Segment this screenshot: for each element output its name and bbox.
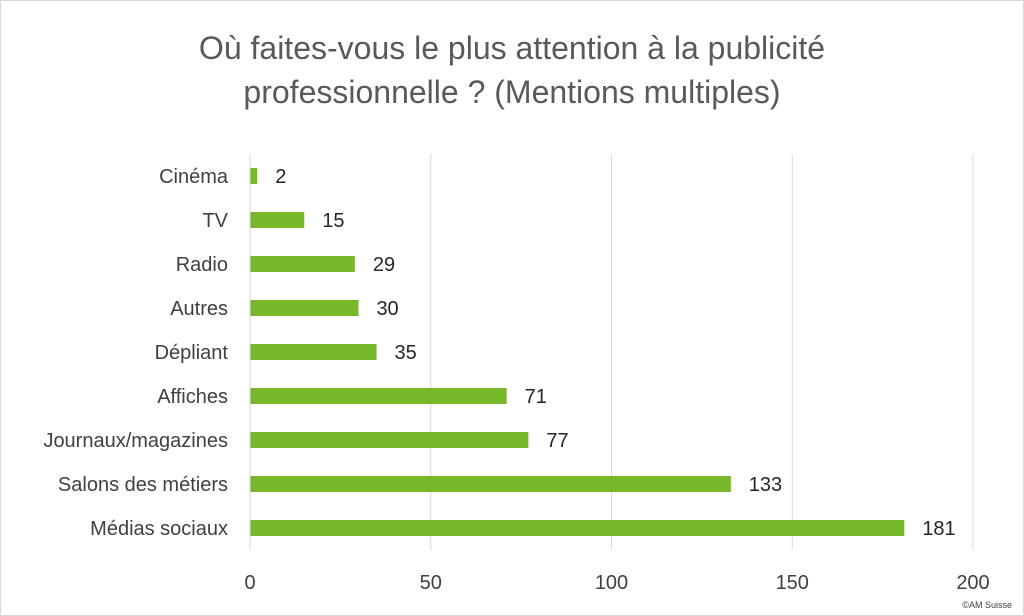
data-label: 30 <box>376 298 398 320</box>
category-label: TV <box>202 210 228 232</box>
category-label: Journaux/magazines <box>43 430 228 452</box>
data-label: 133 <box>749 474 782 496</box>
credit-text: ©AM Suisse <box>962 600 1012 610</box>
bar <box>250 168 258 184</box>
category-label: Radio <box>176 254 228 276</box>
chart-title-line-1: Où faites-vous le plus attention à la pu… <box>198 30 826 66</box>
category-label: Autres <box>170 298 228 320</box>
x-tick-label: 0 <box>244 572 255 594</box>
bar <box>250 344 377 360</box>
category-label: Dépliant <box>155 342 229 364</box>
category-label: Affiches <box>157 386 228 408</box>
x-tick-label: 50 <box>420 572 442 594</box>
bar <box>250 300 359 316</box>
category-label: Salons des métiers <box>58 474 228 496</box>
bar <box>250 520 905 536</box>
x-tick-label: 100 <box>595 572 628 594</box>
data-label: 2 <box>275 166 286 188</box>
data-label: 15 <box>322 210 344 232</box>
data-label: 71 <box>525 386 547 408</box>
data-label: 29 <box>373 254 395 276</box>
x-tick-label: 150 <box>776 572 809 594</box>
chart-title-line-2: professionnelle ? (Mentions multiples) <box>243 74 781 110</box>
data-label: 35 <box>395 342 417 364</box>
bar <box>250 476 731 492</box>
data-label: 181 <box>922 518 955 540</box>
bar <box>250 388 507 404</box>
category-label: Médias sociaux <box>90 518 228 540</box>
data-label: 77 <box>546 430 568 452</box>
bar <box>250 256 355 272</box>
chart-title: Où faites-vous le plus attention à la pu… <box>0 26 1024 114</box>
bar <box>250 432 529 448</box>
x-tick-label: 200 <box>956 572 989 594</box>
bar <box>250 212 305 228</box>
category-label: Cinéma <box>159 166 229 188</box>
